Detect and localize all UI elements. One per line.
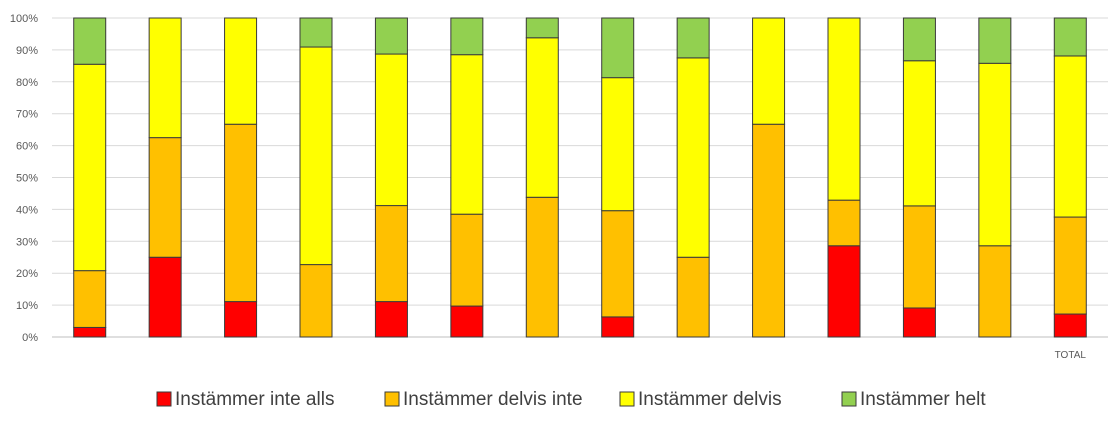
y-tick-label: 0% — [22, 332, 38, 344]
bar-segment — [978, 62, 1012, 247]
bar-segment — [1053, 55, 1087, 218]
bar-stack — [978, 17, 1012, 338]
bar-stack — [148, 17, 182, 338]
bar-segment — [676, 256, 710, 338]
bar-segment — [450, 213, 484, 307]
bar-segment — [902, 307, 936, 338]
y-tick-label: 70% — [16, 109, 38, 121]
legend-label: Instämmer inte alls — [175, 389, 334, 410]
legend-swatch — [156, 391, 172, 407]
bar-segment — [224, 123, 258, 303]
legend-swatch — [619, 391, 635, 407]
legend-item: Instämmer delvis — [619, 389, 782, 410]
legend-label: Instämmer delvis — [638, 389, 782, 410]
bar-segment — [73, 270, 107, 328]
bar-stack — [450, 17, 484, 338]
bar-segment — [978, 245, 1012, 338]
y-tick-label: 20% — [16, 268, 38, 280]
bar-segment — [827, 245, 861, 338]
legend-item: Instämmer delvis inte — [384, 389, 583, 410]
bar-segment — [450, 17, 484, 56]
bars — [73, 17, 1087, 338]
bar-stack — [827, 17, 861, 338]
bar-segment — [827, 199, 861, 247]
bar-segment — [902, 17, 936, 62]
bar-segment — [978, 17, 1012, 64]
bar-segment — [601, 316, 635, 338]
y-tick-label: 60% — [16, 141, 38, 153]
bar-segment — [224, 17, 258, 125]
y-tick-label: 30% — [16, 236, 38, 248]
y-tick-label: 10% — [16, 300, 38, 312]
bar-segment — [148, 137, 182, 258]
gridlines — [52, 17, 1108, 338]
bar-segment — [902, 205, 936, 309]
y-axis-tick-labels: 0% 10% 20% 30% 40% 50% 60% 70% 80% 90% 100% — [10, 13, 38, 344]
bar-segment — [73, 326, 107, 338]
x-axis-category-labels: TOTAL — [1055, 350, 1087, 361]
bar-segment — [73, 17, 107, 65]
bar-segment — [525, 17, 559, 39]
x-category-label: TOTAL — [1055, 350, 1087, 361]
bar-stack — [1053, 17, 1087, 338]
legend-swatch — [841, 391, 857, 407]
legend-item: Instämmer inte alls — [156, 389, 334, 410]
legend: Instämmer inte alls Instämmer delvis inte… — [156, 389, 986, 410]
bar-segment — [374, 53, 408, 207]
legend-swatch — [384, 391, 400, 407]
bar-segment — [601, 77, 635, 212]
bar-segment — [224, 301, 258, 338]
bar-segment — [752, 123, 786, 338]
y-tick-label: 100% — [10, 13, 38, 25]
y-tick-label: 40% — [16, 204, 38, 216]
bar-segment — [902, 60, 936, 207]
bar-stack — [601, 17, 635, 338]
bar-segment — [601, 17, 635, 79]
bar-segment — [1053, 313, 1087, 338]
bar-stack — [676, 17, 710, 338]
bar-segment — [73, 63, 107, 272]
bar-stack — [224, 17, 258, 338]
bar-segment — [299, 46, 333, 266]
bar-stack — [902, 17, 936, 338]
bar-stack — [374, 17, 408, 338]
bar-segment — [752, 17, 786, 125]
y-tick-label: 50% — [16, 173, 38, 185]
legend-label: Instämmer delvis inte — [403, 389, 583, 410]
bar-segment — [148, 17, 182, 139]
bar-segment — [1053, 216, 1087, 315]
bar-segment — [525, 37, 559, 198]
bar-segment — [676, 57, 710, 258]
bar-segment — [299, 17, 333, 48]
bar-stack — [73, 17, 107, 338]
bar-segment — [299, 264, 333, 338]
y-tick-label: 80% — [16, 77, 38, 89]
bar-segment — [374, 17, 408, 55]
bar-segment — [1053, 17, 1087, 57]
bar-segment — [525, 196, 559, 338]
legend-item: Instämmer helt — [841, 389, 986, 410]
bar-segment — [450, 54, 484, 215]
bar-segment — [374, 301, 408, 338]
bar-segment — [148, 256, 182, 338]
bar-stack — [752, 17, 786, 338]
bar-segment — [374, 205, 408, 303]
bar-segment — [676, 17, 710, 59]
y-tick-label: 90% — [16, 45, 38, 57]
bar-segment — [601, 210, 635, 318]
bar-stack — [525, 17, 559, 338]
bar-segment — [827, 17, 861, 201]
bar-stack — [299, 17, 333, 338]
bar-segment — [450, 305, 484, 338]
legend-label: Instämmer helt — [860, 389, 986, 410]
